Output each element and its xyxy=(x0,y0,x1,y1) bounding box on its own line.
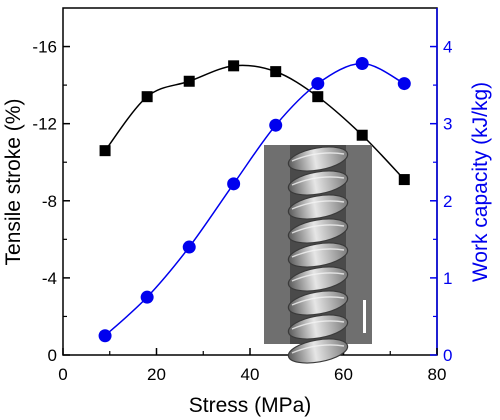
series-1-point xyxy=(270,66,282,78)
yarn-coil-highlight xyxy=(291,152,345,162)
series-2-point xyxy=(311,77,325,91)
y-right-tick-label: 2 xyxy=(443,192,452,211)
yarn-coil-highlight xyxy=(291,320,345,330)
x-tick-label: 80 xyxy=(428,365,447,384)
y-left-tick-label: -12 xyxy=(32,115,57,134)
y-right-tick-label: 3 xyxy=(443,115,452,134)
y-right-tick-label: 0 xyxy=(443,346,452,365)
inset-sem-image xyxy=(264,145,372,364)
y-left-tick-label: -8 xyxy=(42,192,57,211)
series-1-point xyxy=(99,145,111,157)
series-2-point xyxy=(269,118,283,132)
series-2-point xyxy=(355,57,369,71)
coiled-yarn-image xyxy=(287,145,349,364)
yarn-coil-highlight xyxy=(291,176,345,186)
yarn-coil-highlight xyxy=(291,200,345,210)
series-1-point xyxy=(312,91,324,103)
y-right-tick-label: 4 xyxy=(443,38,452,57)
y-right-tick-label: 1 xyxy=(443,269,452,288)
x-axis-label: Stress (MPa) xyxy=(189,394,312,417)
series-2-point xyxy=(227,177,241,191)
yarn-coil-highlight xyxy=(291,272,345,282)
series-1-point xyxy=(228,60,240,72)
scale-bar xyxy=(363,300,366,333)
series-1-point xyxy=(356,129,368,141)
x-tick-label: 40 xyxy=(241,365,260,384)
series-1-point xyxy=(398,174,410,186)
series-2-point xyxy=(182,240,196,254)
y-left-tick-label: -4 xyxy=(42,269,57,288)
series-1-point xyxy=(141,91,153,103)
yarn-coil-highlight xyxy=(291,224,345,234)
series-2-point xyxy=(140,290,154,304)
x-tick-label: 0 xyxy=(58,365,67,384)
series-1-point xyxy=(183,75,195,87)
yarn-coil-highlight xyxy=(291,296,345,306)
x-tick-label: 20 xyxy=(147,365,166,384)
y-left-tick-label: -16 xyxy=(32,38,57,57)
x-tick-label: 60 xyxy=(334,365,353,384)
y-axis-left-label: Tensile stroke (%) xyxy=(2,99,25,266)
yarn-coil-highlight xyxy=(291,344,345,354)
plot-frame xyxy=(62,7,438,356)
series-markers xyxy=(98,57,411,343)
yarn-coil-highlight xyxy=(291,248,345,258)
y-axis-right-label: Work capacity (kJ/kg) xyxy=(469,82,492,282)
y-left-tick-label: 0 xyxy=(48,346,57,365)
series-2-point xyxy=(397,77,411,91)
series-2-point xyxy=(98,329,112,343)
